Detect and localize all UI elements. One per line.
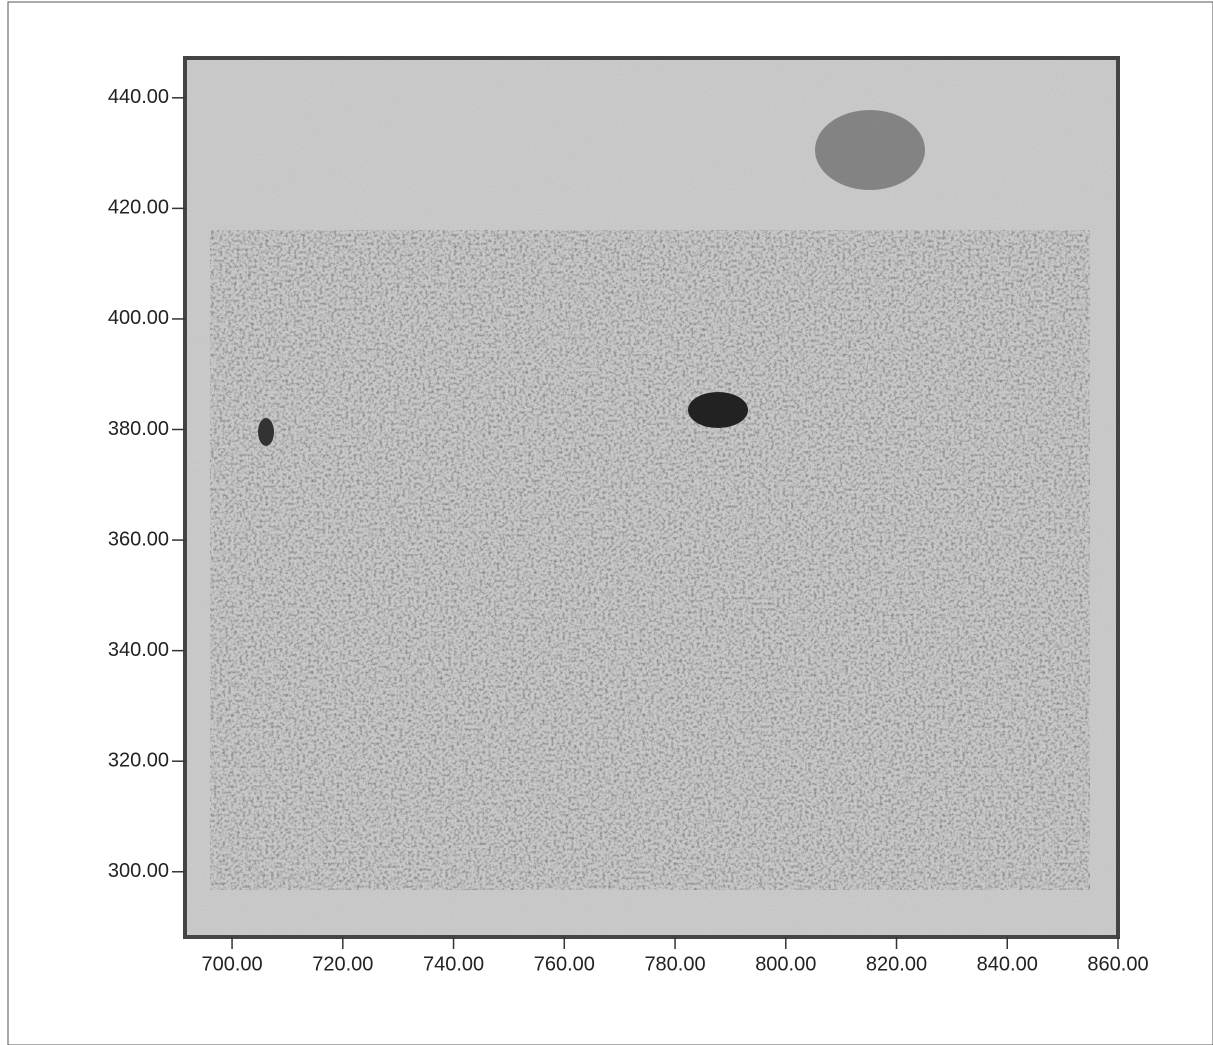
plot-image [185, 58, 1118, 937]
chart: 700.00 720.00 740.00 760.00 780.00 800.00 820.… [0, 0, 1213, 1045]
x-tick-label: 840.00 [977, 953, 1038, 975]
y-tick-label: 380.00 [108, 418, 169, 440]
x-tick-label: 780.00 [644, 953, 705, 975]
x-tick-label: 720.00 [312, 953, 373, 975]
x-tick-label: 740.00 [423, 953, 484, 975]
x-tick-label: 860.00 [1087, 953, 1148, 975]
x-tick-label: 820.00 [866, 953, 927, 975]
y-tick-label: 320.00 [108, 749, 169, 771]
x-tick-label: 700.00 [201, 953, 262, 975]
x-tick-label: 760.00 [534, 953, 595, 975]
y-tick-label: 340.00 [108, 639, 169, 661]
x-tick-label: 800.00 [755, 953, 816, 975]
y-tick-label: 360.00 [108, 528, 169, 550]
y-tick-label: 300.00 [108, 860, 169, 882]
y-tick-label: 400.00 [108, 307, 169, 329]
y-tick-label: 440.00 [108, 86, 169, 108]
y-tick-label: 420.00 [108, 197, 169, 219]
